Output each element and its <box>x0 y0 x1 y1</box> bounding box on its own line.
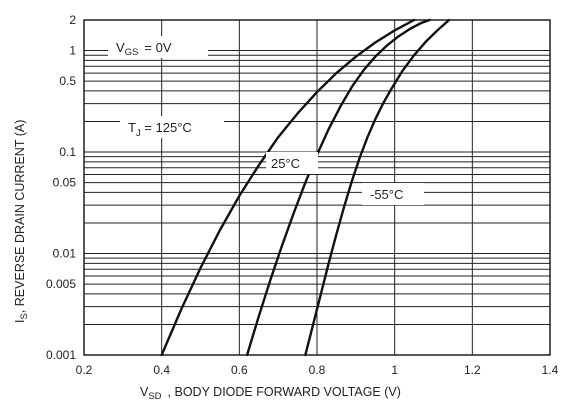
series-label-125c: TJ = 125°C <box>120 116 224 139</box>
y-axis-title-sub: S <box>19 313 30 319</box>
annotation-vgs-rest: = 0V <box>144 40 171 55</box>
x-axis-title: VSD , BODY DIODE FORWARD VOLTAGE (V) <box>140 385 401 402</box>
y-tick-label-4: 0.1 <box>59 145 76 159</box>
svg-text:TJ = 125°C: TJ = 125°C <box>128 120 192 139</box>
y-tick-label-1: 0.005 <box>46 277 76 291</box>
x-tick-labels: 0.2 0.4 0.6 0.8 1 1.2 1.4 <box>76 363 559 377</box>
series-label-25c: 25°C <box>266 152 318 174</box>
plot-frame <box>83 19 551 356</box>
x-tick-label-3: 0.8 <box>309 363 326 377</box>
x-tick-label-5: 1.2 <box>464 363 481 377</box>
y-tick-label-7: 2 <box>69 13 76 27</box>
x-tick-label-1: 0.4 <box>153 363 170 377</box>
y-tick-label-6: 1 <box>69 44 76 58</box>
y-tick-label-2: 0.01 <box>53 247 77 261</box>
series-line-0 <box>160 18 416 357</box>
y-tick-label-3: 0.05 <box>53 176 77 190</box>
svg-text:VGS= 0V: VGS = 0V <box>116 40 172 58</box>
x-tick-label-0: 0.2 <box>76 363 93 377</box>
grid <box>84 20 550 355</box>
series-line-1 <box>245 18 431 357</box>
series-label-25c-text: 25°C <box>271 156 300 171</box>
y-tick-labels: 0.001 0.005 0.01 0.05 0.1 0.5 1 2 <box>46 13 76 362</box>
y-axis-title-rest: , REVERSE DRAIN CURRENT (A) <box>13 120 27 314</box>
curves <box>160 18 451 357</box>
annotation-vgs-sub: GS <box>125 47 139 58</box>
series-label-minus55c-text: -55°C <box>370 187 403 202</box>
annotation-vgs-main: V <box>116 40 125 55</box>
x-tick-label-6: 1.4 <box>542 363 559 377</box>
series-label-125c-main: T <box>128 120 136 135</box>
series-label-125c-rest: = 125°C <box>141 120 192 135</box>
annotation-vgs: VGS = 0V <box>108 36 208 58</box>
x-tick-label-4: 1 <box>391 363 398 377</box>
x-axis-title-main: V <box>140 385 149 399</box>
y-axis-title: IS, REVERSE DRAIN CURRENT (A) <box>13 120 30 323</box>
series-label-minus55c: -55°C <box>362 183 424 205</box>
series-label-125c-sub: J <box>136 128 141 139</box>
x-tick-label-2: 0.6 <box>231 363 248 377</box>
x-axis-title-rest: , BODY DIODE FORWARD VOLTAGE (V) <box>168 385 401 399</box>
series-line-2 <box>304 18 451 357</box>
x-axis-title-sub: SD <box>148 391 161 402</box>
y-tick-label-0: 0.001 <box>46 348 76 362</box>
y-axis-title-main: I <box>13 320 27 323</box>
y-tick-label-5: 0.5 <box>59 74 76 88</box>
